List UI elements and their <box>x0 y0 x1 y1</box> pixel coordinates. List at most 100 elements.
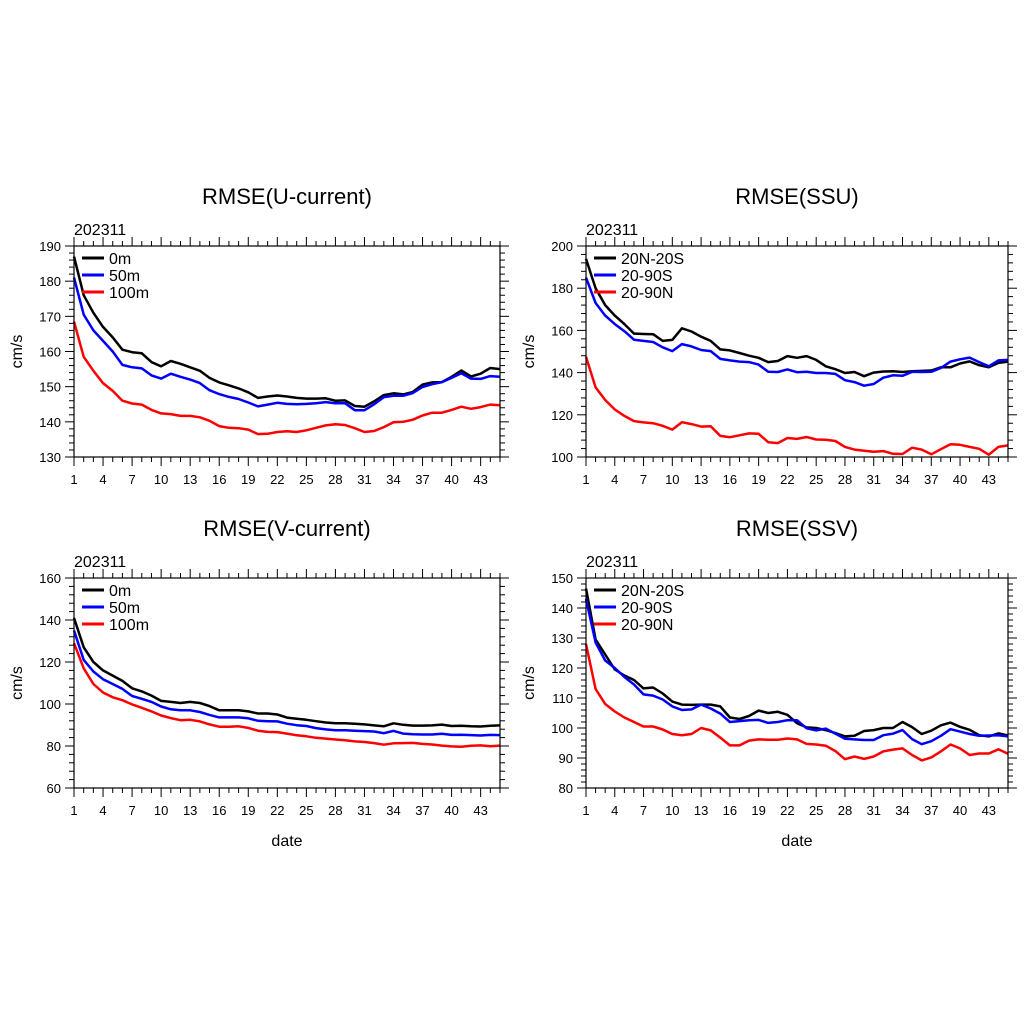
x-tick-label: 43 <box>473 472 487 487</box>
x-tick-label: 25 <box>299 803 313 818</box>
x-tick-label: 40 <box>444 803 458 818</box>
x-tick-label: 1 <box>70 472 77 487</box>
y-tick-label: 130 <box>39 450 61 465</box>
x-tick-label: 16 <box>212 803 226 818</box>
y-tick-label: 130 <box>551 631 573 646</box>
x-tick-label: 10 <box>665 472 679 487</box>
x-tick-label: 22 <box>270 472 284 487</box>
series-line-2 <box>584 356 1009 456</box>
y-tick-label: 80 <box>47 739 61 754</box>
y-tick-label: 120 <box>551 408 573 423</box>
chart-subtitle: 202311 <box>74 554 126 571</box>
x-tick-label: 4 <box>99 472 106 487</box>
x-tick-label: 43 <box>473 803 487 818</box>
y-tick-label: 180 <box>39 274 61 289</box>
y-tick-label: 180 <box>551 281 573 296</box>
y-tick-label: 140 <box>551 601 573 616</box>
x-tick-label: 31 <box>357 803 371 818</box>
x-tick-label: 34 <box>895 803 909 818</box>
chart-subtitle: 202311 <box>586 222 638 239</box>
chart-subtitle: 202311 <box>74 222 126 239</box>
x-tick-label: 34 <box>895 472 909 487</box>
x-tick-label: 37 <box>415 472 429 487</box>
x-tick-label: 28 <box>838 472 852 487</box>
x-tick-label: 16 <box>723 472 737 487</box>
legend-label: 20N-20S <box>621 251 684 268</box>
chart-title: RMSE(U-current) <box>202 184 372 209</box>
x-tick-label: 7 <box>640 803 647 818</box>
x-tick-label: 10 <box>665 803 679 818</box>
series-line-2 <box>584 643 1009 762</box>
x-tick-label: 31 <box>866 472 880 487</box>
chart-title: RMSE(SSV) <box>736 516 858 541</box>
x-tick-label: 25 <box>299 472 313 487</box>
series-line-2 <box>72 642 501 749</box>
y-tick-label: 190 <box>39 239 61 254</box>
x-tick-label: 19 <box>751 803 765 818</box>
legend-label: 20-90S <box>621 268 673 285</box>
x-tick-label: 4 <box>99 803 106 818</box>
x-tick-label: 19 <box>241 472 255 487</box>
legend-label: 0m <box>109 251 131 268</box>
series-line-1 <box>72 277 501 412</box>
y-tick-label: 60 <box>47 781 61 796</box>
x-axis-label: date <box>271 833 302 850</box>
legend-label: 100m <box>109 617 149 634</box>
y-axis-label: cm/s <box>9 335 26 369</box>
x-tick-label: 13 <box>183 472 197 487</box>
x-tick-label: 22 <box>270 803 284 818</box>
x-tick-label: 10 <box>154 803 168 818</box>
x-tick-label: 10 <box>154 472 168 487</box>
plot-frame <box>73 577 501 789</box>
x-tick-label: 22 <box>780 472 794 487</box>
x-tick-label: 7 <box>128 472 135 487</box>
chart-panel-1: RMSE(SSU) 202311 cm/s 1 4 7 10 13 16 19 22 25 28 31 34… <box>521 184 1017 487</box>
x-tick-label: 22 <box>780 803 794 818</box>
x-tick-label: 43 <box>982 472 996 487</box>
x-tick-label: 34 <box>386 472 400 487</box>
series-line-0 <box>72 617 501 728</box>
x-tick-label: 13 <box>183 803 197 818</box>
y-axis-label: cm/s <box>521 666 538 700</box>
x-axis-label: date <box>781 833 812 850</box>
x-tick-label: 25 <box>809 472 823 487</box>
x-tick-label: 1 <box>582 803 589 818</box>
x-tick-label: 7 <box>640 472 647 487</box>
y-tick-label: 160 <box>39 345 61 360</box>
y-axis-label: cm/s <box>521 335 538 369</box>
chart-title: RMSE(V-current) <box>203 516 370 541</box>
x-tick-label: 25 <box>809 803 823 818</box>
legend-label: 100m <box>109 285 149 302</box>
y-tick-label: 100 <box>39 697 61 712</box>
x-tick-label: 13 <box>694 472 708 487</box>
y-tick-label: 160 <box>551 323 573 338</box>
legend-label: 50m <box>109 268 140 285</box>
series-line-1 <box>72 630 501 737</box>
x-tick-label: 34 <box>386 803 400 818</box>
legend-label: 0m <box>109 583 131 600</box>
x-tick-label: 7 <box>128 803 135 818</box>
x-tick-label: 4 <box>611 803 618 818</box>
y-tick-label: 150 <box>551 571 573 586</box>
x-tick-label: 4 <box>611 472 618 487</box>
y-tick-label: 200 <box>551 239 573 254</box>
x-tick-label: 19 <box>751 472 765 487</box>
legend-label: 20N-20S <box>621 583 684 600</box>
chart-panel-0: RMSE(U-current) 202311 cm/s 1 4 7 10 13 16 19 22 25… <box>9 184 509 487</box>
x-tick-label: 31 <box>866 803 880 818</box>
x-tick-label: 40 <box>444 472 458 487</box>
legend-label: 50m <box>109 600 140 617</box>
y-tick-label: 140 <box>39 415 61 430</box>
y-tick-label: 80 <box>559 781 573 796</box>
y-tick-label: 100 <box>551 450 573 465</box>
plot-frame <box>585 577 1009 789</box>
chart-panel-2: RMSE(V-current) 202311 cm/s date 1 4 7 10 13 16 19… <box>9 516 509 850</box>
x-tick-label: 37 <box>924 472 938 487</box>
x-tick-label: 1 <box>582 472 589 487</box>
series-line-1 <box>584 277 1009 387</box>
y-tick-label: 90 <box>559 751 573 766</box>
y-tick-label: 140 <box>39 613 61 628</box>
x-tick-label: 16 <box>212 472 226 487</box>
series-line-2 <box>72 321 501 436</box>
